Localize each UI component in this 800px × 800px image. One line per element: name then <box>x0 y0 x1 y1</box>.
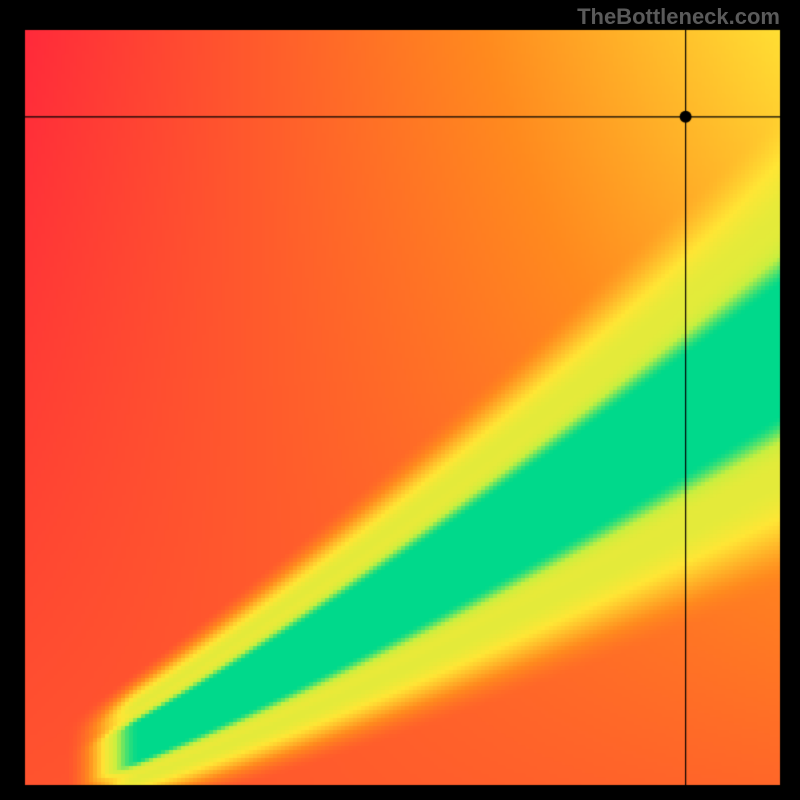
watermark-text: TheBottleneck.com <box>577 4 780 30</box>
bottleneck-heatmap <box>0 0 800 800</box>
